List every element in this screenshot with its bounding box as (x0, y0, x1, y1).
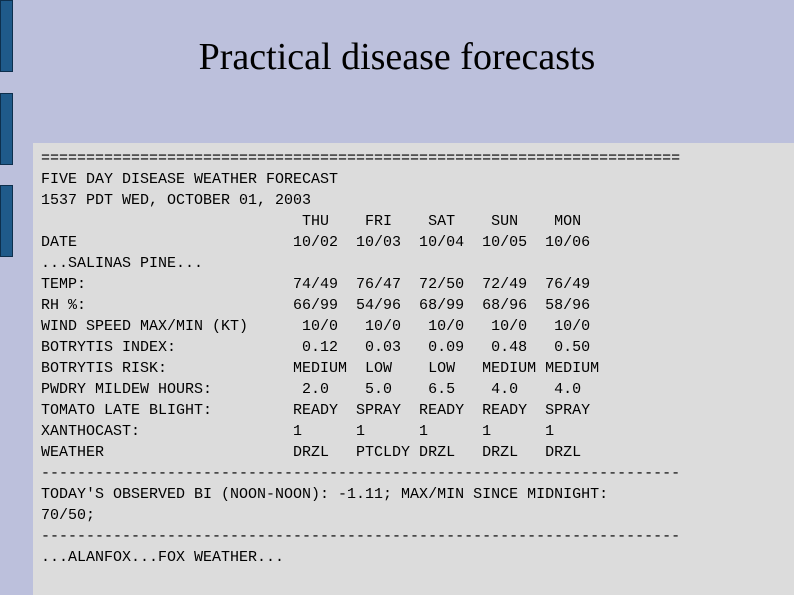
forecast-line: TEMP: 74/49 76/47 72/50 72/49 76/49 (41, 276, 591, 293)
slide-title: Practical disease forecasts (198, 36, 596, 78)
forecast-line: BOTRYTIS INDEX: 0.12 0.03 0.09 0.48 0.50 (41, 339, 591, 356)
forecast-line: ...ALANFOX...FOX WEATHER... (41, 549, 285, 566)
slide-tab-marker (0, 93, 13, 165)
forecast-line: FIVE DAY DISEASE WEATHER FORECAST (41, 171, 339, 188)
forecast-line: XANTHOCAST: 1 1 1 1 1 (41, 423, 555, 440)
forecast-panel (33, 143, 794, 595)
forecast-text: ========================================… (41, 148, 680, 568)
forecast-line: TOMATO LATE BLIGHT: READY SPRAY READY RE… (41, 402, 591, 419)
slide-tab-marker (0, 0, 13, 72)
forecast-line: WEATHER DRZL PTCLDY DRZL DRZL DRZL (41, 444, 582, 461)
forecast-line: PWDRY MILDEW HOURS: 2.0 5.0 6.5 4.0 4.0 (41, 381, 582, 398)
forecast-line: RH %: 66/99 54/96 68/99 68/96 58/96 (41, 297, 591, 314)
forecast-line: 1537 PDT WED, OCTOBER 01, 2003 (41, 192, 312, 209)
slide-tab-marker (0, 185, 13, 257)
forecast-line: ========================================… (41, 150, 681, 167)
forecast-line: ...SALINAS PINE... (41, 255, 204, 272)
forecast-line: 70/50; (41, 507, 96, 524)
forecast-line: DATE 10/02 10/03 10/04 10/05 10/06 (41, 234, 591, 251)
forecast-line: ----------------------------------------… (41, 528, 681, 545)
forecast-line: THU FRI SAT SUN MON (41, 213, 582, 230)
forecast-line: TODAY'S OBSERVED BI (NOON-NOON): -1.11; … (41, 486, 609, 503)
forecast-line: BOTRYTIS RISK: MEDIUM LOW LOW MEDIUM MED… (41, 360, 600, 377)
forecast-line: ----------------------------------------… (41, 465, 681, 482)
forecast-line: WIND SPEED MAX/MIN (KT) 10/0 10/0 10/0 1… (41, 318, 591, 335)
